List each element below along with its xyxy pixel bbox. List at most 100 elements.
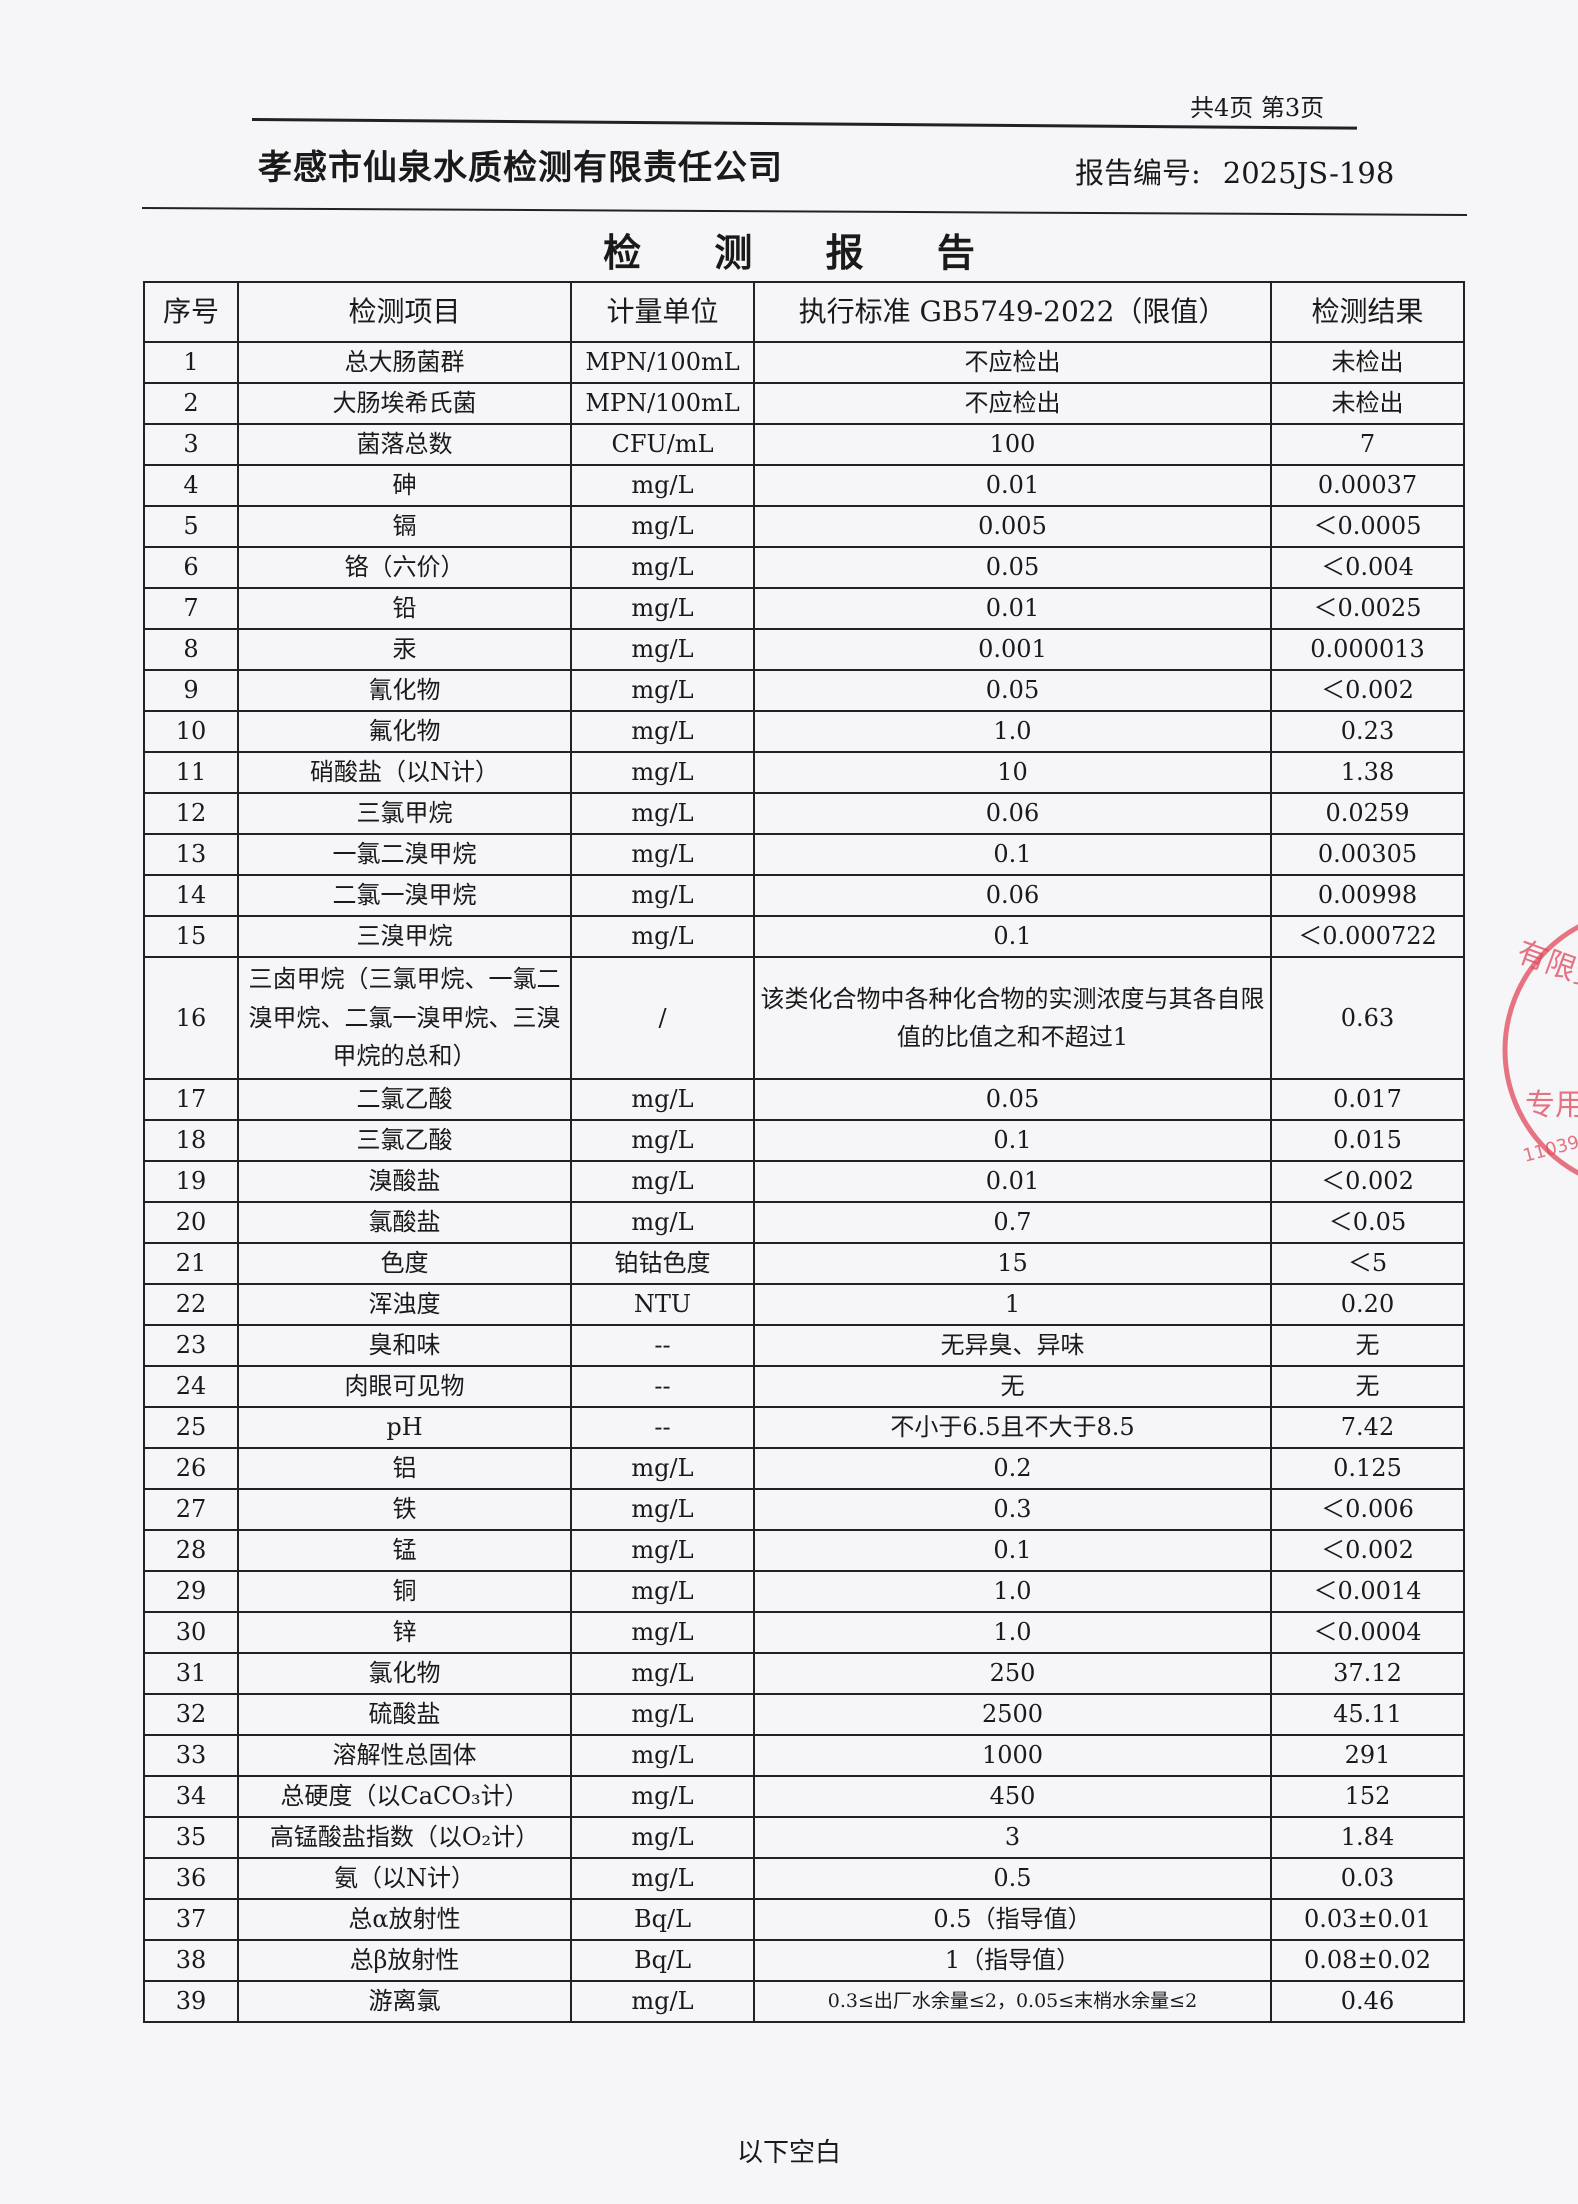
result: 37.12: [1270, 1652, 1465, 1695]
unit: --: [570, 1365, 755, 1408]
test-item: pH: [237, 1406, 572, 1449]
standard-limit: 0.1: [753, 833, 1272, 876]
report-number-label: 报告编号:: [1075, 156, 1201, 190]
unit: --: [570, 1406, 755, 1449]
svg-text:专用章: 专用章: [1525, 1088, 1578, 1123]
table-row: 3 菌落总数 CFU/mL 100 7: [143, 423, 1465, 466]
row-index: 22: [143, 1283, 239, 1326]
unit: mg/L: [570, 1078, 755, 1121]
standard-limit: 1.0: [753, 1611, 1272, 1654]
standard-limit: 1.0: [753, 710, 1272, 753]
result: ＜0.0004: [1270, 1611, 1465, 1654]
table-row: 11 硝酸盐（以N计） mg/L 10 1.38: [143, 751, 1465, 794]
test-item: 臭和味: [237, 1324, 572, 1367]
result: 无: [1270, 1324, 1465, 1367]
unit: mg/L: [570, 792, 755, 835]
result: 0.23: [1270, 710, 1465, 753]
report-number-value: 2025JS-198: [1222, 156, 1395, 190]
result: 0.00037: [1270, 464, 1465, 507]
row-index: 19: [143, 1160, 239, 1203]
company-name: 孝感市仙泉水质检测有限责任公司: [258, 148, 783, 188]
result: 0.00305: [1270, 833, 1465, 876]
table-row: 18 三氯乙酸 mg/L 0.1 0.015: [143, 1119, 1465, 1162]
test-item: 游离氯: [237, 1980, 572, 2023]
result: 1.84: [1270, 1816, 1465, 1859]
table-row: 7 铅 mg/L 0.01 ＜0.0025: [143, 587, 1465, 630]
result: ＜0.006: [1270, 1488, 1465, 1531]
result: 0.08±0.02: [1270, 1939, 1465, 1982]
standard-limit: 不应检出: [753, 341, 1272, 384]
unit: /: [570, 956, 755, 1080]
unit: mg/L: [570, 751, 755, 794]
row-index: 23: [143, 1324, 239, 1367]
row-index: 32: [143, 1693, 239, 1736]
table-row: 10 氟化物 mg/L 1.0 0.23: [143, 710, 1465, 753]
row-index: 6: [143, 546, 239, 589]
unit: CFU/mL: [570, 423, 755, 466]
standard-limit: 0.3≤出厂水余量≤2，0.05≤末梢水余量≤2: [753, 1980, 1272, 2023]
unit: mg/L: [570, 1775, 755, 1818]
unit: MPN/100mL: [570, 341, 755, 384]
test-item: 二氯乙酸: [237, 1078, 572, 1121]
standard-limit: 该类化合物中各种化合物的实测浓度与其各自限值的比值之和不超过1: [753, 956, 1272, 1080]
standard-limit: 1（指导值）: [753, 1939, 1272, 1982]
row-index: 27: [143, 1488, 239, 1531]
result: 152: [1270, 1775, 1465, 1818]
unit: mg/L: [570, 1488, 755, 1531]
standard-limit: 1000: [753, 1734, 1272, 1777]
row-index: 37: [143, 1898, 239, 1941]
row-index: 30: [143, 1611, 239, 1654]
result: 291: [1270, 1734, 1465, 1777]
test-item: 溶解性总固体: [237, 1734, 572, 1777]
standard-limit: 无: [753, 1365, 1272, 1408]
unit: NTU: [570, 1283, 755, 1326]
row-index: 24: [143, 1365, 239, 1408]
test-item: 高锰酸盐指数（以O₂计）: [237, 1816, 572, 1859]
unit: mg/L: [570, 587, 755, 630]
svg-text:有限责任公: 有限责任公: [1512, 935, 1578, 1019]
row-index: 10: [143, 710, 239, 753]
result: 0.03: [1270, 1857, 1465, 1900]
col-header-result: 检测结果: [1270, 281, 1465, 343]
result: 0.46: [1270, 1980, 1465, 2023]
result: ＜0.0014: [1270, 1570, 1465, 1613]
table-row: 16 三卤甲烷（三氯甲烷、一氯二溴甲烷、二氯一溴甲烷、三溴甲烷的总和） / 该类化合物…: [143, 956, 1465, 1080]
table-row: 23 臭和味 -- 无异臭、异味无: [143, 1324, 1465, 1367]
table-row: 36 氨（以N计） mg/L 0.5 0.03: [143, 1857, 1465, 1900]
result: ＜0.002: [1270, 1160, 1465, 1203]
col-header-item: 检测项目: [237, 281, 572, 343]
table-row: 30 锌 mg/L 1.0 ＜0.0004: [143, 1611, 1465, 1654]
report-number: 报告编号: 2025JS-198: [1075, 150, 1416, 192]
result: ＜0.004: [1270, 546, 1465, 589]
row-index: 18: [143, 1119, 239, 1162]
row-index: 14: [143, 874, 239, 917]
table-row: 35 高锰酸盐指数（以O₂计） mg/L 3 1.84: [143, 1816, 1465, 1859]
test-item: 色度: [237, 1242, 572, 1285]
unit: mg/L: [570, 464, 755, 507]
test-item: 氰化物: [237, 669, 572, 712]
table-row: 28 锰 mg/L 0.1 ＜0.002: [143, 1529, 1465, 1572]
row-index: 31: [143, 1652, 239, 1695]
table-row: 2 大肠埃希氏菌 MPN/100mL 不应检出 未检出: [143, 382, 1465, 425]
row-index: 8: [143, 628, 239, 671]
result: 0.63: [1270, 956, 1465, 1080]
unit: mg/L: [570, 1447, 755, 1490]
result: 未检出: [1270, 341, 1465, 384]
row-index: 13: [143, 833, 239, 876]
result: 未检出: [1270, 382, 1465, 425]
row-index: 1: [143, 341, 239, 384]
result: 0.03±0.01: [1270, 1898, 1465, 1941]
standard-limit: 0.01: [753, 587, 1272, 630]
row-index: 38: [143, 1939, 239, 1982]
result: ＜0.002: [1270, 1529, 1465, 1572]
result: 45.11: [1270, 1693, 1465, 1736]
test-item: 一氯二溴甲烷: [237, 833, 572, 876]
table-row: 37 总α放射性 Bq/L 0.5（指导值） 0.03±0.01: [143, 1898, 1465, 1941]
result: 7.42: [1270, 1406, 1465, 1449]
company-seal-stamp: 有限责任公 专用章 110392: [1502, 924, 1578, 1176]
row-index: 7: [143, 587, 239, 630]
table-row: 33 溶解性总固体 mg/L 1000 291: [143, 1734, 1465, 1777]
result: 0.125: [1270, 1447, 1465, 1490]
table-row: 39 游离氯 mg/L 0.3≤出厂水余量≤2，0.05≤末梢水余量≤2 0.46: [143, 1980, 1465, 2023]
standard-limit: 250: [753, 1652, 1272, 1695]
